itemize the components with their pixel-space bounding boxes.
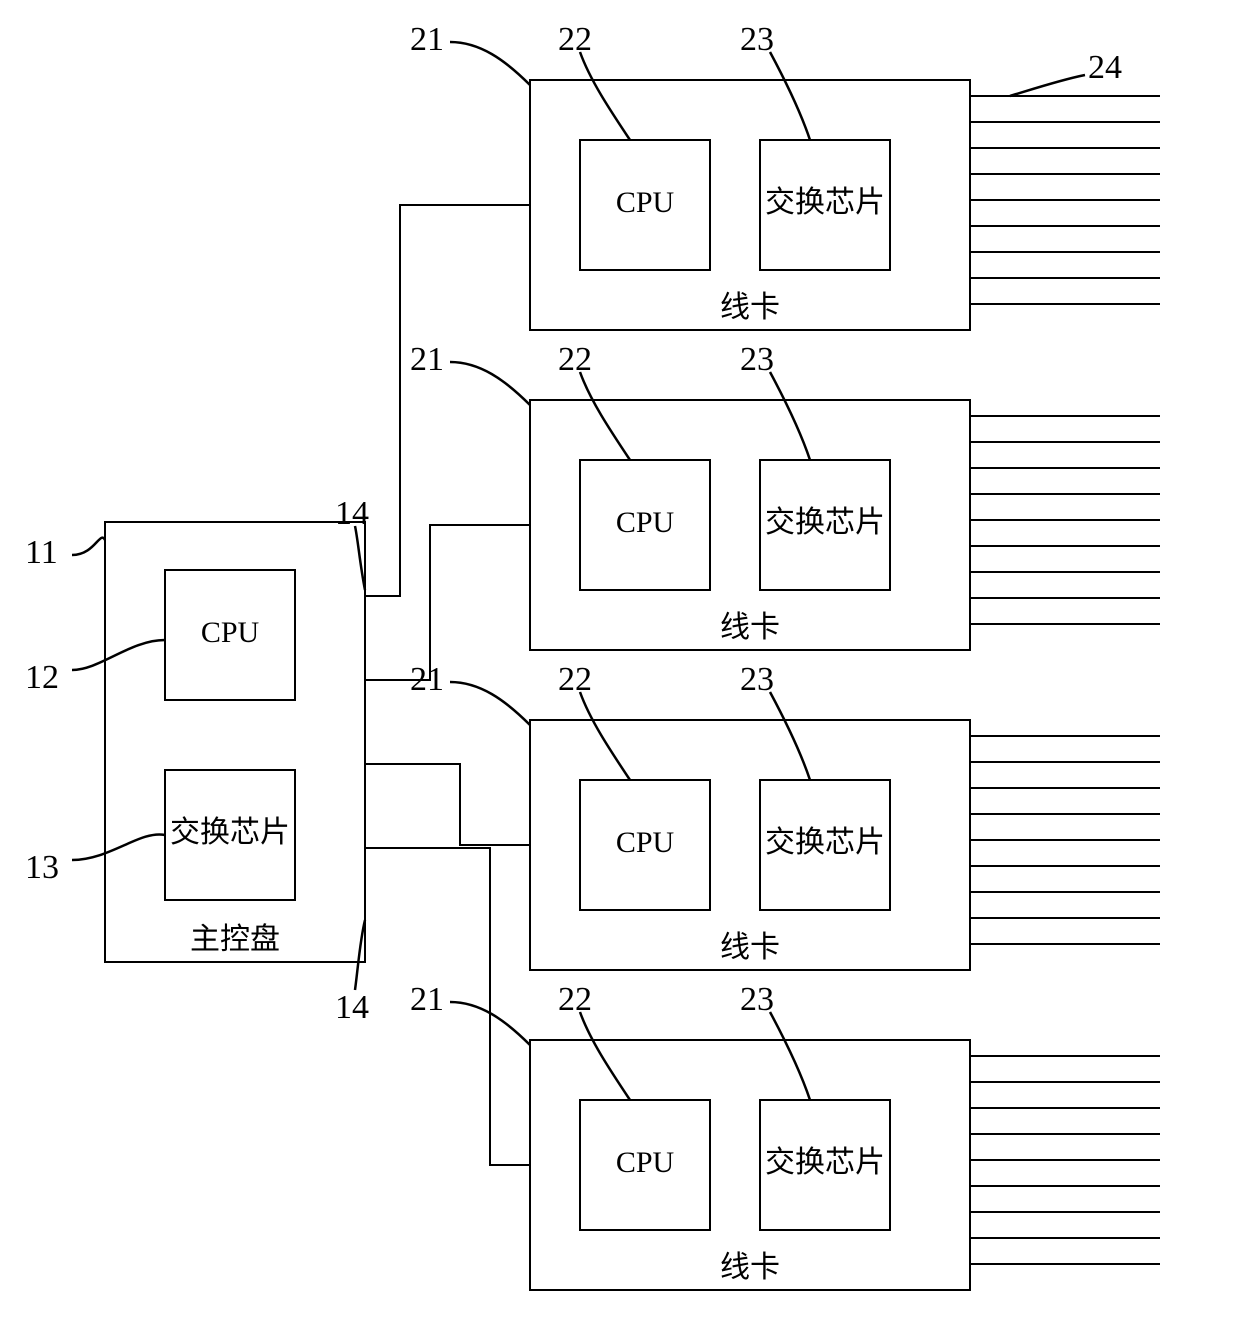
callout-num-12: 21: [410, 661, 444, 698]
main-card-box: [105, 522, 365, 962]
callout-leader-10: [580, 372, 630, 460]
callout-leader-17: [770, 1012, 810, 1100]
callout-num-7: 23: [740, 21, 774, 58]
callout-num-9: 21: [410, 341, 444, 378]
callout-leader-11: [770, 372, 810, 460]
callout-leader-1: [72, 640, 165, 670]
callout-num-13: 22: [558, 661, 592, 698]
callout-leader-13: [580, 692, 630, 780]
callout-num-16: 22: [558, 981, 592, 1018]
line-card-1-switch-label: 交换芯片: [765, 506, 885, 539]
callout-leader-14: [770, 692, 810, 780]
bus-0: [365, 205, 530, 596]
callout-num-2: 13: [25, 849, 59, 886]
line-card-3-title: 线卡: [720, 1251, 780, 1284]
main-card-cpu-label: CPU: [201, 616, 260, 649]
bus-3: [365, 848, 530, 1165]
callout-num-0: 11: [25, 534, 58, 571]
callout-leader-5: [450, 42, 530, 85]
line-card-2-cpu-label: CPU: [616, 826, 675, 859]
main-card-title: 主控盘: [190, 923, 280, 956]
line-card-2-title: 线卡: [720, 931, 780, 964]
callout-num-10: 22: [558, 341, 592, 378]
callout-num-4: 14: [335, 989, 369, 1026]
line-card-0-cpu-label: CPU: [616, 186, 675, 219]
callout-leader-2: [72, 834, 165, 860]
main-card-switch-label: 交换芯片: [170, 816, 290, 849]
callout-num-11: 23: [740, 341, 774, 378]
callout-num-3: 14: [335, 495, 369, 532]
line-card-2-switch-label: 交换芯片: [765, 826, 885, 859]
line-card-1-title: 线卡: [720, 611, 780, 644]
callout-leader-4: [355, 920, 365, 990]
callout-leader-3: [355, 526, 365, 590]
callout-num-8: 24: [1088, 49, 1122, 86]
callout-leader-9: [450, 362, 530, 405]
callout-num-6: 22: [558, 21, 592, 58]
line-card-1-cpu-label: CPU: [616, 506, 675, 539]
callout-leader-0: [72, 538, 105, 555]
line-card-0-title: 线卡: [720, 291, 780, 324]
callout-num-1: 12: [25, 659, 59, 696]
line-card-3-cpu-label: CPU: [616, 1146, 675, 1179]
callout-leader-6: [580, 52, 630, 140]
callout-num-5: 21: [410, 21, 444, 58]
bus-1: [365, 525, 530, 680]
callout-num-15: 21: [410, 981, 444, 1018]
callout-leader-16: [580, 1012, 630, 1100]
callout-leader-7: [770, 52, 810, 140]
callout-leader-12: [450, 682, 530, 725]
bus-2: [365, 764, 530, 845]
callout-num-17: 23: [740, 981, 774, 1018]
callout-num-14: 23: [740, 661, 774, 698]
line-card-0-switch-label: 交换芯片: [765, 186, 885, 219]
line-card-3-switch-label: 交换芯片: [765, 1146, 885, 1179]
callout-leader-8: [1010, 75, 1085, 96]
